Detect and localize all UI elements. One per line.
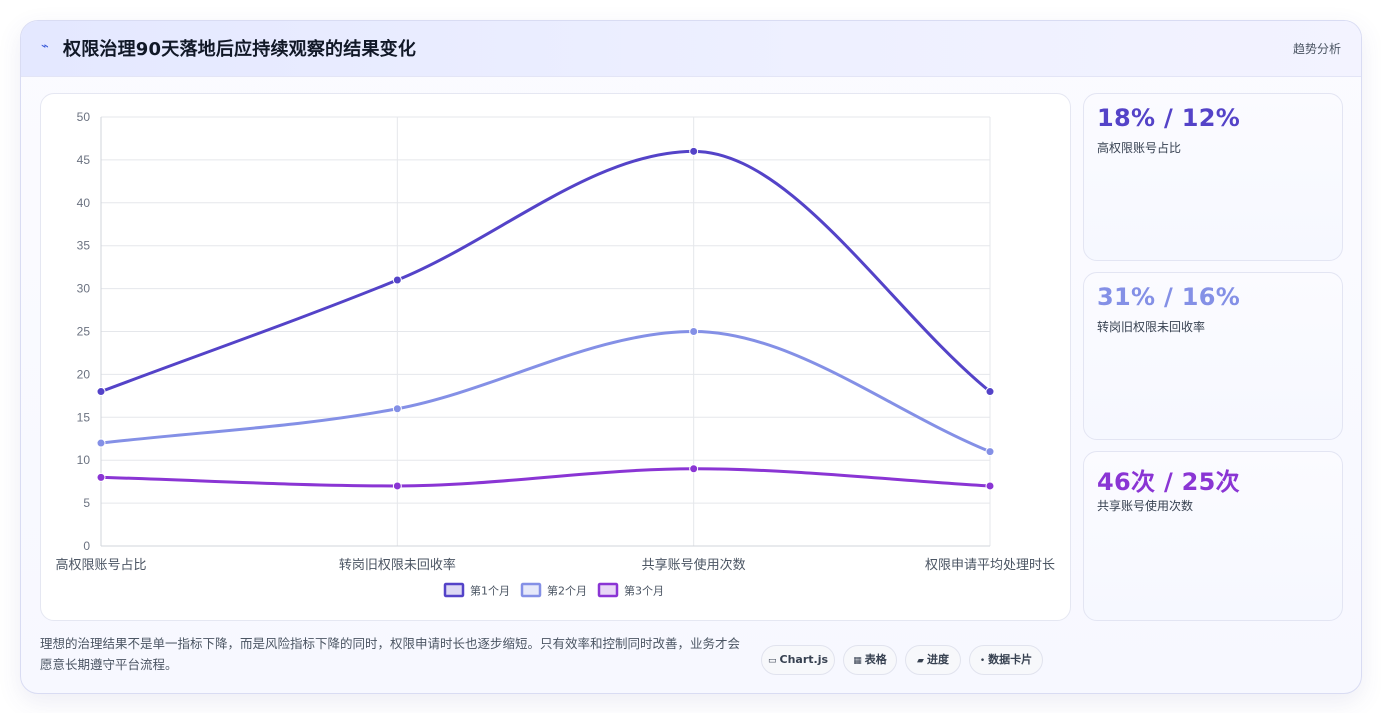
data-point	[985, 481, 995, 491]
x-tick-label: 转岗旧权限未回收率	[339, 557, 456, 573]
y-tick-label: 35	[77, 239, 91, 253]
header-tag: 趋势分析	[1292, 42, 1341, 56]
card-header: ⌁ 权限治理90天落地后应持续观察的结果变化 趋势分析	[21, 21, 1361, 77]
line-chart: 0 5 10 15 20 25 30 35 40 45 50 高权限账号占比 转岗旧权限未回收率 共享账号…	[55, 110, 1055, 598]
series-line-2	[99, 329, 992, 454]
data-point	[96, 472, 106, 482]
stat-label: 共享账号使用次数	[1097, 499, 1194, 513]
data-point	[985, 447, 995, 457]
stat-value: 31% / 16%	[1097, 283, 1241, 311]
data-point	[96, 387, 106, 397]
data-point	[689, 327, 699, 336]
progress-icon: ▰	[917, 656, 924, 666]
y-tick-label: 40	[77, 196, 91, 210]
data-point	[985, 387, 995, 397]
table-icon: ▦	[853, 656, 862, 666]
legend-label: 第3个月	[624, 584, 664, 598]
data-point	[689, 464, 699, 474]
chip-table[interactable]: ▦ 表格	[843, 645, 897, 675]
y-tick-label: 0	[83, 539, 90, 553]
stat-value: 46次 / 25次	[1097, 468, 1240, 496]
stat-card-high-privilege: 18% / 12% 高权限账号占比	[1083, 93, 1343, 261]
data-point	[392, 275, 402, 285]
chart-icon: ▭	[767, 656, 777, 666]
data-point	[96, 438, 106, 448]
data-point	[392, 404, 402, 414]
legend-swatch	[443, 582, 465, 598]
data-point	[689, 146, 699, 156]
chip-chartjs[interactable]: ▭ Chart.js	[761, 645, 835, 675]
y-tick-label: 30	[77, 282, 91, 296]
y-tick-label: 20	[77, 367, 91, 381]
stat-card-transfer-revoke: 31% / 16% 转岗旧权限未回收率	[1083, 272, 1343, 440]
trend-line-icon: ⌁	[41, 39, 49, 54]
legend-label: 第2个月	[547, 584, 587, 598]
x-tick-label: 高权限账号占比	[55, 557, 146, 573]
series-line-3	[99, 467, 992, 488]
y-tick-label: 10	[77, 453, 91, 467]
legend-swatch	[597, 582, 619, 598]
legend-swatch	[520, 582, 542, 598]
y-tick-label: 25	[77, 325, 91, 339]
x-tick-label: 共享账号使用次数	[642, 557, 746, 573]
legend-label: 第1个月	[470, 584, 510, 598]
chart-panel: 0 5 10 15 20 25 30 35 40 45 50 高权限账号占比 转岗旧权限未回收率 共享账号…	[40, 93, 1071, 621]
chip-data-card[interactable]: • 数据卡片	[969, 645, 1043, 675]
y-tick-label: 45	[77, 153, 91, 167]
stat-value: 18% / 12%	[1097, 104, 1241, 132]
stat-label: 高权限账号占比	[1097, 141, 1182, 155]
dot-icon: •	[979, 656, 986, 666]
stat-label: 转岗旧权限未回收率	[1097, 320, 1206, 334]
stat-card-shared-account: 46次 / 25次 共享账号使用次数	[1083, 451, 1343, 621]
data-point	[392, 481, 402, 491]
footer-description: 理想的治理结果不是单一指标下降，而是风险指标下降的同时，权限申请时长也逐步缩短。…	[40, 636, 741, 672]
y-tick-label: 5	[83, 496, 90, 510]
page-title: 权限治理90天落地后应持续观察的结果变化	[63, 39, 417, 60]
y-tick-label: 15	[77, 410, 91, 424]
x-tick-label: 权限申请平均处理时长	[925, 557, 1055, 573]
chip-progress[interactable]: ▰ 进度	[905, 645, 961, 675]
dashboard-card: ⌁ 权限治理90天落地后应持续观察的结果变化 趋势分析 0 5 10 15 20 25 30…	[20, 20, 1362, 694]
y-tick-label: 50	[77, 110, 91, 124]
series-line-1	[99, 149, 992, 394]
